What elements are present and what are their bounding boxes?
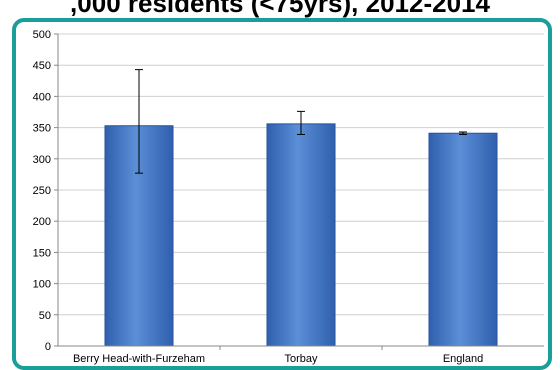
- x-tick-label: England: [443, 353, 483, 365]
- y-tick-label: 200: [33, 216, 51, 228]
- y-tick-label: 250: [33, 185, 51, 197]
- bar-chart: 0 50 100 150 200 250 300 350 400 450 500 Berry Head…: [33, 29, 544, 365]
- chart-frame: 0 50 100 150 200 250 300 350 400 450 500 Berry Head…: [12, 18, 552, 370]
- bar-layer: [104, 123, 498, 347]
- y-tick-label: 0: [45, 341, 51, 353]
- label-layer: 0 50 100 150 200 250 300 350 400 450 500 Berry Head…: [33, 29, 484, 365]
- error-layer: [135, 69, 467, 174]
- axis-layer: [54, 33, 544, 350]
- y-tick-label: 350: [33, 123, 51, 135]
- bar-1: [266, 123, 336, 347]
- page-title: ,000 residents (<75yrs), 2012-2014: [70, 0, 490, 18]
- x-tick-label: Berry Head-with-Furzeham: [73, 353, 205, 365]
- y-tick-label: 400: [33, 91, 51, 103]
- y-tick-label: 300: [33, 154, 51, 166]
- y-tick-label: 150: [33, 247, 51, 259]
- y-tick-label: 50: [39, 310, 51, 322]
- y-tick-label: 500: [33, 29, 51, 41]
- bar-2: [428, 132, 498, 347]
- y-tick-label: 100: [33, 279, 51, 291]
- y-tick-label: 450: [33, 60, 51, 72]
- x-tick-label: Torbay: [284, 353, 318, 365]
